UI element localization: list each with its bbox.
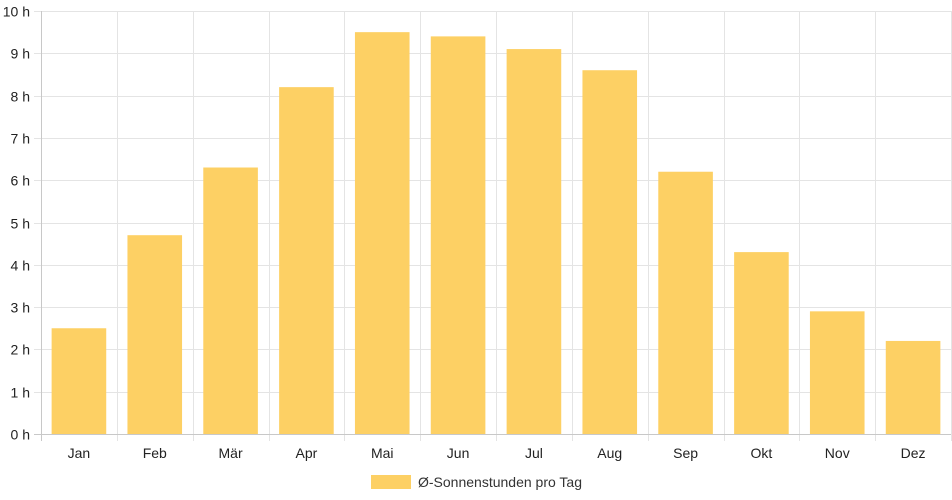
x-tick-label: Jan <box>68 445 91 461</box>
y-tick-label: 7 h <box>11 131 30 147</box>
y-tick-label: 8 h <box>11 89 30 105</box>
legend-label: Ø-Sonnenstunden pro Tag <box>418 474 582 490</box>
y-tick-label: 3 h <box>11 300 30 316</box>
y-tick-label: 4 h <box>11 258 30 274</box>
y-tick-label: 6 h <box>11 173 30 189</box>
bar-Jul <box>506 49 562 434</box>
x-tick-label: Nov <box>825 445 850 461</box>
y-tick-label: 5 h <box>11 216 30 232</box>
x-tick-label: Dez <box>901 445 926 461</box>
bar-Aug <box>582 70 638 434</box>
bar-Okt <box>734 252 789 434</box>
bar-Mär <box>203 167 258 434</box>
y-tick-label: 0 h <box>11 427 30 443</box>
bar-Dez <box>885 340 941 434</box>
x-tick-label: Sep <box>673 445 698 461</box>
x-tick-label: Aug <box>597 445 622 461</box>
y-tick-label: 1 h <box>11 385 30 401</box>
legend-swatch <box>371 475 411 489</box>
y-tick-label: 9 h <box>11 46 30 62</box>
bar-Apr <box>279 87 334 434</box>
bar-Feb <box>127 235 183 434</box>
bar-Mai <box>354 32 410 435</box>
x-tick-label: Apr <box>296 445 318 461</box>
x-tick-label: Feb <box>143 445 167 461</box>
bar-series <box>51 32 941 435</box>
legend[interactable]: Ø-Sonnenstunden pro Tag <box>371 474 582 490</box>
x-tick-label: Jul <box>525 445 543 461</box>
x-tick-label: Jun <box>447 445 470 461</box>
x-tick-label: Mär <box>219 445 243 461</box>
bar-Sep <box>658 171 713 435</box>
y-tick-label: 10 h <box>3 4 30 20</box>
bar-Jan <box>51 328 107 434</box>
y-tick-label: 2 h <box>11 342 30 358</box>
x-tick-label: Okt <box>751 445 773 461</box>
axes: 0 h 1 h 2 h 3 h 4 h 5 h 6 h 7 h 8 h 9 h 10 h Jan Feb… <box>3 4 951 461</box>
bar-Jun <box>430 36 486 434</box>
bar-Nov <box>809 311 865 434</box>
x-tick-label: Mai <box>371 445 394 461</box>
